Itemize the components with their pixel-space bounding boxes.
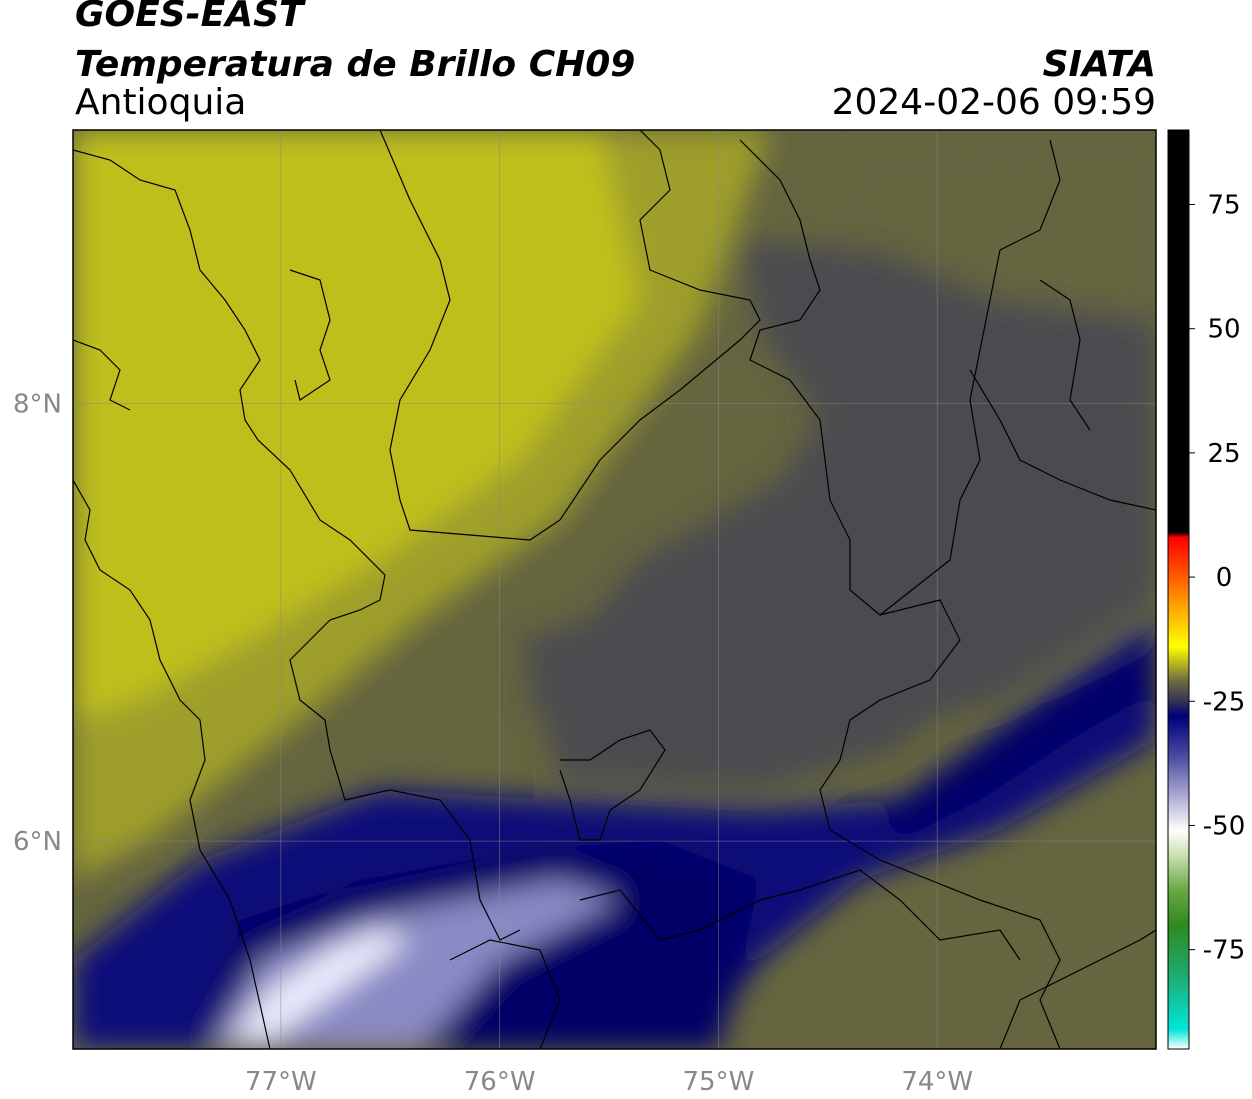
graticule [73, 130, 1156, 1049]
product-title: Temperatura de Brillo CH09 [75, 44, 636, 85]
colorbar-tick-label: -50 [1203, 811, 1245, 841]
region-label: Antioquia [75, 82, 247, 123]
latitude-tick-label: 6°N [13, 827, 62, 857]
latitude-tick-label: 8°N [13, 390, 62, 420]
colorbar-tick-label: -75 [1203, 936, 1245, 966]
longitude-tick-label: 75°W [683, 1067, 755, 1097]
longitude-tick-labels: 77°W 76°W 75°W 74°W [245, 1067, 973, 1097]
latitude-tick-labels: 8°N 6°N [13, 390, 62, 858]
longitude-tick-label: 76°W [464, 1067, 536, 1097]
colorbar-tick-label: 25 [1207, 439, 1240, 469]
colorbar-tick-label: 75 [1207, 191, 1240, 221]
colorbar-tick-label: 0 [1216, 563, 1233, 593]
datetime-label: 2024-02-06 09:59 [831, 82, 1156, 123]
longitude-tick-label: 74°W [901, 1067, 973, 1097]
agency-label: SIATA [1042, 44, 1156, 85]
colorbar-tick-label: -25 [1203, 687, 1245, 717]
longitude-tick-label: 77°W [245, 1067, 317, 1097]
satellite-title: GOES-EAST [75, 0, 304, 35]
colorbar: 75 50 25 0 -25 -50 -75 [1167, 129, 1245, 1050]
map-frame [72, 129, 1157, 1050]
colorbar-tick-label: 50 [1207, 315, 1240, 345]
political-boundaries [73, 130, 1156, 1049]
colorbar-ticks: 75 50 25 0 -25 -50 -75 [1189, 191, 1245, 966]
temperature-field [73, 130, 1156, 1049]
